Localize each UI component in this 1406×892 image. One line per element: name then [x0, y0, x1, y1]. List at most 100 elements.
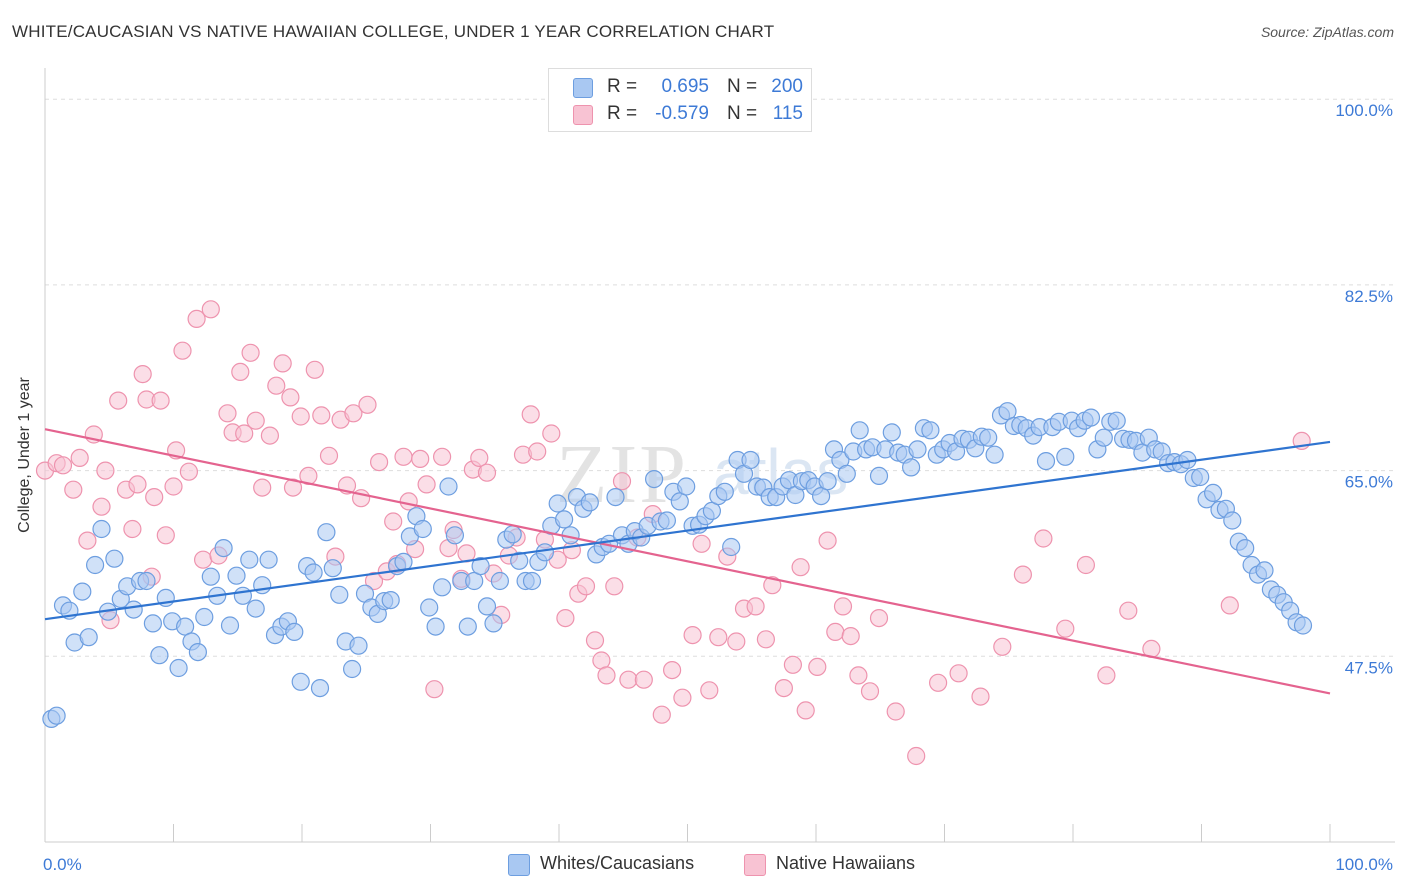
native-hawaiians-point — [949, 664, 968, 683]
native-hawaiians-point — [612, 472, 632, 491]
whites-point — [343, 659, 362, 679]
y-axis-label: College, Under 1 year — [16, 377, 33, 533]
whites-point — [227, 566, 246, 585]
native-hawaiians-point — [662, 660, 682, 680]
whites-point — [471, 556, 490, 576]
whites-point — [195, 607, 214, 627]
whites-point — [220, 616, 240, 635]
legend-n-value: 200 — [771, 76, 803, 97]
whites-point — [285, 622, 304, 642]
native-hawaiians-point — [241, 343, 260, 362]
native-hawaiians-point — [791, 558, 810, 577]
native-hawaiians-point — [164, 477, 183, 496]
native-hawaiians-point — [64, 480, 83, 499]
native-hawaiians-point — [312, 406, 331, 425]
native-hawaiians-point — [673, 688, 692, 707]
native-hawaiians-point — [470, 448, 489, 467]
whites-point — [323, 559, 342, 578]
whites-point — [1236, 538, 1255, 558]
native-hawaiians-point — [619, 670, 638, 689]
whites-point — [1056, 447, 1075, 466]
native-hawaiians-point — [187, 309, 206, 328]
whites-point — [901, 458, 921, 477]
legend-swatch-hawaiians — [573, 105, 593, 125]
native-hawaiians-point — [96, 461, 115, 480]
x-tick-label-min: 0.0% — [43, 855, 82, 874]
native-hawaiians-point — [291, 407, 310, 426]
legend-r-value: -0.579 — [655, 103, 709, 124]
whites-point — [426, 617, 445, 636]
whites-point — [522, 571, 542, 591]
whites-point — [143, 614, 162, 633]
whites-point — [433, 578, 452, 597]
whites-point — [869, 466, 889, 485]
x-tick-label-max: 100.0% — [1335, 855, 1393, 874]
native-hawaiians-point — [542, 424, 561, 443]
whites-point — [837, 464, 856, 483]
whites-point — [677, 477, 696, 496]
whites-point — [1036, 452, 1056, 471]
whites-point — [201, 567, 220, 586]
native-hawaiians-point — [1013, 565, 1033, 584]
legend-r-label: R = — [607, 76, 638, 97]
native-hawaiians-point — [358, 395, 377, 414]
whites-point — [124, 600, 143, 619]
whites-point — [47, 706, 66, 725]
native-hawaiians-point — [774, 678, 794, 698]
whites-point — [503, 525, 522, 544]
whites-point — [92, 519, 111, 539]
legend-n-label: N = — [727, 76, 758, 97]
native-hawaiians-point — [576, 577, 596, 596]
native-hawaiians-point — [746, 597, 765, 616]
native-hawaiians-point — [597, 666, 616, 685]
whites-point — [490, 571, 509, 591]
whites-point — [253, 576, 272, 595]
whites-trend-line — [44, 440, 1331, 621]
native-hawaiians-point — [70, 448, 89, 467]
source-label: Source: ZipAtlas.com — [1260, 24, 1394, 40]
native-hawaiians-point — [425, 680, 444, 699]
whites-point — [73, 582, 92, 601]
whites-point — [811, 487, 831, 506]
whites-point — [484, 614, 503, 633]
correlation-legend: R = 0.695 N = 200 R = -0.579 N = 115 — [548, 68, 812, 132]
native-hawaiians-point — [109, 391, 128, 410]
native-hawaiians-point — [156, 526, 175, 545]
native-hawaiians-point — [993, 637, 1012, 656]
whites-point — [291, 672, 310, 691]
native-hawaiians-point — [370, 453, 389, 472]
native-hawaiians-point — [53, 456, 73, 475]
native-hawaiians-point — [783, 655, 803, 674]
native-hawaiians-trend-line — [44, 428, 1331, 695]
native-hawaiians-point — [756, 630, 776, 649]
whites-point — [137, 571, 156, 591]
native-hawaiians-point — [709, 628, 728, 647]
native-hawaiians-point — [201, 300, 220, 319]
whites-point — [413, 519, 432, 539]
whites-point — [882, 423, 901, 442]
whites-point — [150, 646, 169, 665]
whites-point — [1255, 561, 1274, 580]
legend-r-value: 0.695 — [661, 76, 709, 97]
whites-point — [741, 450, 760, 470]
y-tick-label: 47.5% — [1345, 658, 1393, 677]
native-hawaiians-point — [652, 705, 671, 724]
native-hawaiians-point — [173, 341, 192, 360]
legend-swatch-whites — [573, 78, 593, 98]
native-hawaiians-point — [907, 746, 926, 766]
y-tick-label: 82.5% — [1345, 287, 1393, 306]
native-hawaiians-point — [246, 411, 265, 430]
whites-point — [458, 617, 477, 636]
native-hawaiians-point — [818, 531, 837, 550]
native-hawaiians-point — [585, 631, 605, 650]
bottom-legend-swatch-hawaiians — [744, 854, 766, 876]
whites-point — [330, 585, 349, 604]
whites-point — [445, 526, 464, 545]
native-hawaiians-point — [218, 404, 237, 423]
native-hawaiians-point — [384, 512, 403, 531]
native-hawaiians-point — [841, 626, 860, 646]
native-hawaiians-point — [417, 475, 436, 494]
whites-point — [1191, 467, 1210, 487]
whites-point — [214, 538, 233, 558]
whites-point — [420, 598, 439, 617]
